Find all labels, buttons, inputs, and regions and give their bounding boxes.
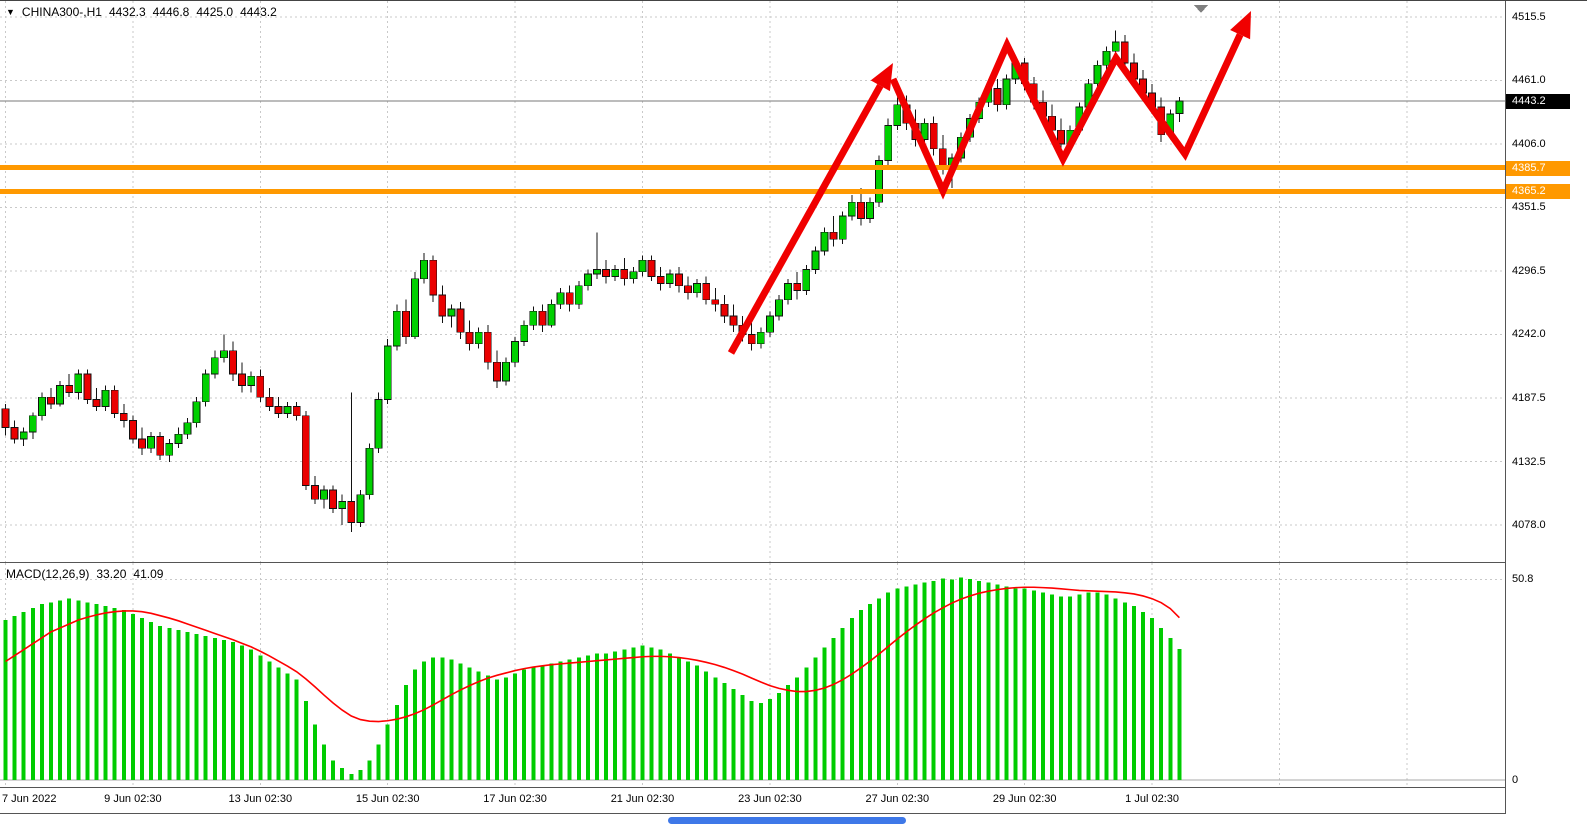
symbol-timeframe-label: CHINA300-,H1: [21, 5, 102, 19]
axis-separator: [0, 813, 1587, 814]
macd-signal-layer: [5, 586, 1180, 723]
price-axis-label: 4187.5: [1512, 391, 1546, 404]
pane-separator[interactable]: [0, 787, 1587, 788]
scrollbar-thumb[interactable]: [668, 817, 906, 824]
time-axis-label: 21 Jun 02:30: [610, 793, 675, 805]
time-axis-label: 13 Jun 02:30: [228, 793, 293, 805]
close-value: 4443.2: [240, 5, 277, 19]
macd-axis-max-label: 50.8: [1512, 573, 1534, 585]
time-axis-label: 23 Jun 02:30: [738, 793, 802, 805]
high-value: 4446.8: [152, 5, 190, 19]
price-axis-label: 4515.5: [1512, 11, 1546, 24]
macd-signal-value: 41.09: [133, 567, 164, 581]
time-axis-label: 17 Jun 02:30: [483, 793, 547, 805]
macd-axis-zero-label: 0: [1512, 774, 1519, 786]
macd-histogram-layer: [3, 577, 1182, 780]
chart-menu-icon[interactable]: ▼: [6, 7, 15, 17]
price-axis-label: 4132.5: [1512, 455, 1546, 468]
main-grid-layer: [0, 1, 1505, 562]
time-axis[interactable]: 7 Jun 2022 9 Jun 02:30 13 Jun 02:30 15 Jun …: [0, 788, 1505, 813]
price-axis-label: 4351.5: [1512, 201, 1546, 214]
level-price-badge: 4385.7: [1506, 160, 1570, 176]
price-chart[interactable]: [0, 1, 1505, 562]
candles-layer: [1, 30, 1184, 532]
time-axis-label: 1 Jul 02:30: [1125, 793, 1180, 805]
price-axis-label: 4242.0: [1512, 328, 1546, 341]
level-price-badge: 4365.2: [1506, 184, 1570, 200]
shift-marker-icon: [1194, 5, 1208, 13]
macd-readout: MACD(12,26,9) 33.20 41.09: [6, 567, 163, 581]
current-price-badge: 4443.2: [1506, 93, 1570, 109]
open-value: 4432.3: [108, 5, 146, 19]
time-axis-label: 15 Jun 02:30: [355, 793, 420, 805]
price-axis-label: 4406.0: [1512, 138, 1546, 151]
time-axis-label: 27 Jun 02:30: [865, 793, 930, 805]
arrow-annotations-layer: [727, 11, 1251, 355]
price-axis[interactable]: 50.8 0 4515.5 4461.0 4406.0 4351.5 4296.5 424…: [1505, 1, 1587, 814]
macd-params-label: MACD(12,26,9): [6, 567, 90, 581]
macd-chart[interactable]: [0, 563, 1505, 787]
macd-current-value: 33.20: [96, 567, 127, 581]
low-value: 4425.0: [196, 5, 234, 19]
horizontal-scrollbar[interactable]: [0, 814, 1587, 826]
ohlc-readout: ▼ CHINA300-,H1 4432.3 4446.8 4425.0 4443…: [6, 5, 277, 19]
support-levels-layer: [0, 165, 1505, 194]
price-axis-label: 4078.0: [1512, 518, 1546, 531]
pane-separator[interactable]: [0, 562, 1587, 563]
time-axis-label: 9 Jun 02:30: [104, 793, 162, 805]
price-axis-label: 4296.5: [1512, 265, 1546, 278]
time-axis-label: 7 Jun 2022: [2, 793, 57, 805]
time-axis-label: 29 Jun 02:30: [992, 793, 1057, 805]
price-axis-label: 4461.0: [1512, 74, 1546, 87]
